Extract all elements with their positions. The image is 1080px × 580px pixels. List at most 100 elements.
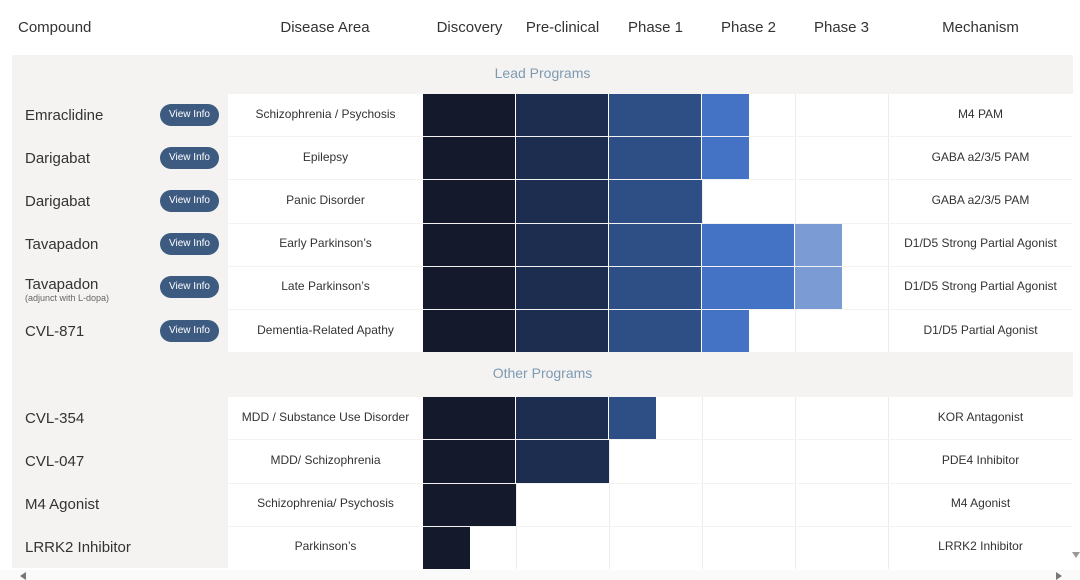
progress-segment <box>609 137 701 180</box>
cell-divider <box>702 526 703 569</box>
mechanism: KOR Antagonist <box>937 409 1024 424</box>
compound-name: CVL-047 <box>25 453 85 470</box>
mechanism: GABA a2/3/5 PAM <box>931 193 1030 207</box>
progress-segment <box>702 94 749 137</box>
column-header: Phase 3 <box>813 19 870 36</box>
compound-name: Tavapadon <box>25 275 99 293</box>
cell-divider <box>888 397 889 440</box>
disease-area: Panic Disorder <box>286 193 365 207</box>
cell-divider <box>609 440 610 483</box>
cell-divider <box>888 94 889 137</box>
scroll-down[interactable] <box>1072 552 1080 558</box>
cell-divider <box>888 440 889 483</box>
progress-segment <box>423 483 516 526</box>
compound-name: Darigabat <box>25 149 91 167</box>
cell-divider <box>795 397 796 440</box>
disease-area: Dementia-Related Apathy <box>257 322 394 337</box>
section-title: Lead Programs <box>494 65 591 81</box>
scroll-right[interactable] <box>1056 572 1062 580</box>
cell-divider <box>702 440 703 483</box>
column-header: Disease Area <box>280 19 370 36</box>
section-title: Other Programs <box>492 365 593 382</box>
progress-segment <box>423 526 470 569</box>
progress-segment <box>423 137 515 180</box>
row-cells <box>228 483 1073 526</box>
view-info-button[interactable]: View Info <box>160 103 219 126</box>
progress-segment <box>609 180 702 223</box>
progress-segment <box>609 223 701 266</box>
progress-segment <box>702 223 794 266</box>
cell-divider <box>888 310 889 353</box>
mechanism: D1/D5 Partial Agonist <box>923 322 1038 337</box>
compound-name: Emraclidine <box>25 106 104 124</box>
compound-name: LRRK2 Inhibitor <box>25 539 131 557</box>
progress-segment <box>702 266 794 309</box>
view-info-button[interactable]: View Info <box>160 276 219 299</box>
view-info-button[interactable]: View Info <box>160 233 219 256</box>
cell-divider <box>702 483 703 526</box>
cell-divider <box>516 483 517 526</box>
compound-name: CVL-871 <box>25 322 85 340</box>
column-header: Phase 2 <box>720 19 777 36</box>
progress-segment <box>609 310 701 353</box>
cell-divider <box>609 526 610 569</box>
progress-segment <box>516 440 609 483</box>
progress-segment <box>423 266 515 309</box>
cell-divider <box>795 180 796 223</box>
cell-divider <box>702 180 703 223</box>
scroll-left[interactable] <box>20 572 26 580</box>
progress-segment <box>516 137 608 180</box>
compound-name: M4 Agonist <box>25 496 100 514</box>
progress-segment <box>516 223 608 266</box>
cell-divider <box>609 483 610 526</box>
column-header: Phase 1 <box>627 19 684 36</box>
view-info-button[interactable]: View Info <box>160 190 219 212</box>
progress-segment <box>609 266 701 309</box>
cell-divider <box>888 526 889 569</box>
progress-segment <box>702 137 749 180</box>
row-cells <box>228 440 1073 483</box>
disease-area: Late Parkinson’s <box>281 279 370 294</box>
disease-area: Schizophrenia/ Psychosis <box>257 496 394 511</box>
column-header: Discovery <box>436 19 503 36</box>
progress-segment <box>795 223 842 266</box>
disease-area: MDD/ Schizophrenia <box>270 453 381 467</box>
column-header: Pre-clinical <box>525 19 600 36</box>
disease-area: MDD / Substance Use Disorder <box>241 409 410 424</box>
progress-segment <box>609 397 656 440</box>
cell-divider <box>795 310 796 353</box>
column-header: Compound <box>18 19 92 36</box>
cell-divider <box>795 526 796 569</box>
progress-segment <box>795 266 842 309</box>
mechanism: D1/D5 Strong Partial Agonist <box>904 279 1057 294</box>
progress-segment <box>423 397 515 440</box>
compound-name: Darigabat <box>25 193 91 210</box>
progress-segment <box>423 94 515 137</box>
view-info-button[interactable]: View Info <box>160 319 219 342</box>
progress-segment <box>702 310 749 353</box>
scrollbar[interactable] <box>0 570 1080 580</box>
cell-divider <box>888 180 889 223</box>
cell-divider <box>516 526 517 569</box>
mechanism: M4 PAM <box>957 106 1004 121</box>
cell-divider <box>888 223 889 266</box>
progress-segment <box>516 94 608 137</box>
row-cells <box>228 526 1073 569</box>
progress-segment <box>423 223 515 266</box>
cell-divider <box>702 397 703 440</box>
disease-area: Schizophrenia / Psychosis <box>255 106 396 121</box>
disease-area: Parkinson’s <box>294 539 357 554</box>
cell-divider <box>888 137 889 180</box>
disease-area: Epilepsy <box>302 149 349 164</box>
cell-divider <box>795 483 796 526</box>
progress-segment <box>516 397 608 440</box>
progress-segment <box>516 310 608 353</box>
compound-note: (adjunct with L-dopa) <box>25 292 110 303</box>
view-info-button[interactable]: View Info <box>160 146 219 169</box>
progress-segment <box>516 180 608 223</box>
mechanism: LRRK2 Inhibitor <box>938 539 1023 554</box>
cell-divider <box>795 94 796 137</box>
column-header: Mechanism <box>942 19 1019 36</box>
